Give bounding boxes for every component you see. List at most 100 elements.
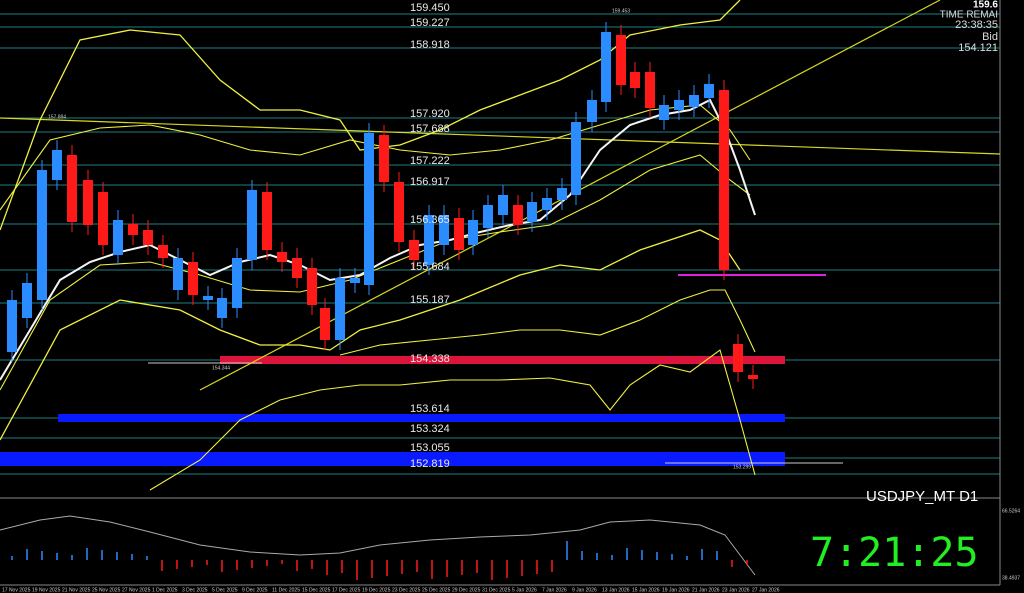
level-label: 152.819 [410,458,450,470]
symbol-label: USDJPY_MT D1 [866,488,978,505]
date-label: 5 Jan 2026 [512,587,537,593]
band-mid [339,289,756,356]
bid-label: Bid [982,31,998,43]
support-zone [0,452,785,466]
indicator-scale: 66.5264 [1002,508,1020,514]
candle-body [719,90,729,270]
candle-body [128,224,138,235]
indicator-scale: 38.4937 [1002,575,1020,581]
level-label: 158.918 [410,39,450,51]
candle-body [468,220,478,245]
resistance-zone [220,356,785,364]
candle-body [247,190,257,260]
level-label: 155.187 [410,294,450,306]
band-lower [149,349,756,491]
candle-body [22,283,32,318]
candle-body [454,218,464,250]
candle-body [320,308,330,340]
candle-body [350,278,360,283]
candle-body [67,155,77,222]
time-axis: 17 Nov 2025 19 Nov 2025 21 Nov 2025 25 Nov … [2,587,780,593]
candle-body [645,72,655,108]
candles [7,22,758,389]
candle-body [113,220,123,255]
candle-body [616,35,626,85]
candle-body [587,100,597,122]
date-label: 19 Jan 2026 [662,587,690,593]
level-label: 159.227 [410,17,450,29]
date-label: 7 Jan 2026 [542,587,567,593]
date-label: 9 Dec 2025 [242,587,268,593]
indicator-panel [0,515,756,580]
marker-label: 159.453 [612,8,630,14]
date-label: 27 Jan 2026 [752,587,780,593]
candle-body [733,344,743,372]
indicator-line [0,515,756,576]
candle-body [748,375,758,379]
level-label: 153.324 [410,423,450,435]
candle-body [7,300,17,352]
candle-body [203,296,213,300]
date-label: 3 Dec 2025 [182,587,208,593]
date-label: 25 Dec 2025 [422,587,451,593]
candle-body [394,182,404,242]
candle-body [292,258,302,278]
date-label: 29 Dec 2025 [452,587,481,593]
candle-body [364,133,374,285]
candle-body [83,180,93,225]
level-label: 157.920 [410,108,450,120]
candle-body [262,192,272,250]
candle-body [217,298,227,318]
candle-body [158,245,168,258]
candle-body [571,122,581,195]
candle-body [689,95,699,107]
candle-body [307,268,317,305]
candle-body [704,84,714,98]
moving-average [0,98,756,381]
bollinger-lower [0,229,741,441]
candle-body [674,100,684,110]
date-label: 21 Jan 2026 [692,587,720,593]
candle-body [143,230,153,245]
candle-body [527,202,537,222]
candle-body [232,258,242,308]
level-label: 156.917 [410,176,450,188]
candle-body [513,205,523,225]
level-label: 157.688 [410,123,450,135]
level-label: 159.450 [410,2,450,14]
level-label: 154.338 [410,353,450,365]
date-label: 9 Jan 2026 [572,587,597,593]
candle-body [173,258,183,290]
date-label: 23 Jan 2026 [722,587,750,593]
level-label: 156.365 [410,214,450,226]
candle-body [439,215,449,245]
current-price: 159.6 [973,0,998,11]
candle-body [277,252,287,262]
candle-body [424,215,434,265]
date-label: 19 Dec 2025 [362,587,391,593]
time-remaining: 23:38:35 [955,19,998,31]
envelope [0,154,751,391]
date-label: 13 Jan 2026 [602,587,630,593]
level-label: 153.614 [410,403,450,415]
candle-body [335,278,345,340]
level-label: 157.222 [410,155,450,167]
support-zone [58,414,785,422]
candle-body [98,192,108,245]
date-label: 31 Dec 2025 [482,587,511,593]
candle-body [188,262,198,295]
date-label: 21 Nov 2025 [62,587,91,593]
trend-line [0,117,1001,155]
date-label: 25 Nov 2025 [92,587,121,593]
date-label: 11 Dec 2025 [272,587,300,593]
clock: 7:21:25 [810,530,979,576]
bid-price: 154.121 [958,42,998,54]
candle-body [379,135,389,182]
candle-body [601,32,611,102]
level-label: 155.684 [410,261,450,273]
candle-body [52,150,62,180]
candle-body [542,198,552,210]
date-label: 27 Nov 2025 [122,587,151,593]
